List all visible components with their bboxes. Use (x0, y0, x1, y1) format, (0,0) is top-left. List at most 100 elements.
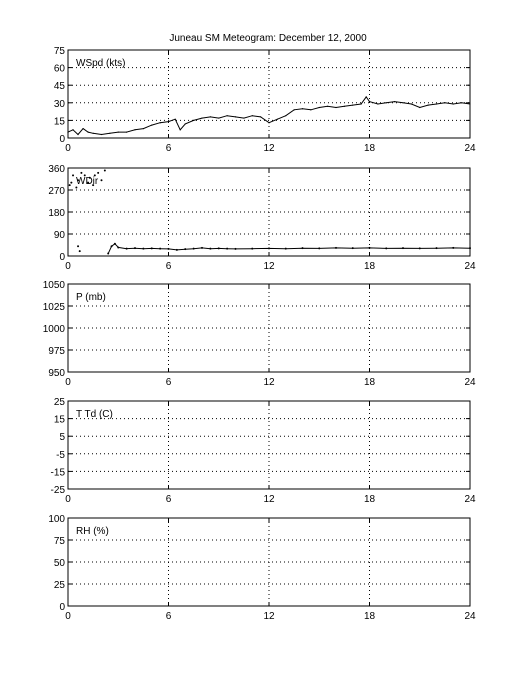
data-point (179, 129, 181, 131)
data-point (109, 132, 111, 134)
data-point (276, 118, 278, 120)
x-tick-label: 18 (364, 377, 376, 388)
data-point (234, 116, 237, 118)
y-tick-label: 30 (54, 99, 66, 110)
data-point (310, 109, 312, 111)
data-point (293, 109, 295, 111)
y-tick-label: 75 (54, 536, 66, 547)
x-tick-label: 24 (464, 143, 476, 154)
data-point (142, 128, 144, 130)
data-point (469, 103, 471, 105)
y-tick-label: 270 (48, 186, 65, 197)
data-point (77, 245, 80, 248)
x-tick-label: 18 (364, 611, 376, 622)
x-tick-label: 12 (263, 611, 275, 622)
data-point (87, 131, 89, 133)
figure-title: Juneau SM Meteogram: December 12, 2000 (169, 33, 367, 44)
data-point (218, 117, 220, 119)
y-tick-label: 25 (54, 397, 66, 408)
panel-label: T Td (C) (76, 409, 113, 420)
panel-label: RH (%) (76, 526, 109, 537)
data-point (377, 103, 379, 105)
data-point (68, 184, 71, 187)
data-point (201, 117, 203, 119)
y-tick-label: 75 (54, 46, 66, 57)
data-point (174, 118, 176, 120)
x-tick-label: 0 (65, 143, 71, 154)
x-tick-label: 24 (464, 494, 476, 505)
y-tick-label: 15 (54, 116, 66, 127)
x-tick-label: 18 (364, 143, 376, 154)
x-tick-label: 12 (263, 261, 275, 272)
data-point (126, 131, 128, 133)
x-tick-label: 18 (364, 494, 376, 505)
y-tick-label: 1025 (43, 302, 66, 313)
x-tick-label: 0 (65, 261, 71, 272)
data-point (82, 128, 84, 130)
panel-label: WDir (76, 176, 99, 187)
data-point (452, 103, 454, 105)
data-point (100, 133, 103, 136)
x-tick-label: 6 (166, 377, 172, 388)
data-point (97, 171, 100, 174)
data-point (93, 174, 96, 177)
data-point (285, 115, 287, 117)
y-tick-label: -5 (56, 450, 65, 461)
y-tick-label: 0 (59, 134, 65, 145)
y-tick-label: 950 (48, 368, 65, 379)
y-tick-label: 5 (59, 432, 65, 443)
x-tick-label: 12 (263, 377, 275, 388)
data-point (243, 117, 245, 119)
y-tick-label: 25 (54, 580, 66, 591)
data-point (88, 176, 91, 179)
data-point (72, 174, 75, 177)
x-tick-label: 6 (166, 494, 172, 505)
data-point (301, 108, 304, 110)
data-point (77, 133, 79, 136)
x-tick-label: 0 (65, 377, 71, 388)
data-point (226, 115, 228, 117)
data-point (80, 171, 83, 174)
data-point (117, 131, 119, 133)
data-point (318, 106, 320, 109)
data-point (335, 106, 337, 109)
data-point (327, 105, 329, 107)
data-point (368, 101, 371, 103)
y-tick-label: 360 (48, 164, 65, 175)
y-tick-label: -15 (51, 467, 66, 478)
data-point (193, 119, 195, 121)
data-point (427, 104, 429, 106)
y-tick-label: 0 (59, 252, 65, 263)
data-point (419, 106, 421, 109)
data-point (435, 103, 438, 105)
y-tick-label: 15 (54, 415, 66, 426)
y-tick-label: 1050 (43, 280, 66, 291)
data-point (134, 129, 136, 131)
y-tick-label: 60 (54, 64, 66, 75)
data-point (260, 116, 262, 118)
x-tick-label: 12 (263, 494, 275, 505)
data-point (151, 124, 153, 126)
y-tick-label: -25 (51, 485, 66, 496)
data-point (209, 116, 211, 118)
data-point (103, 169, 106, 172)
x-tick-label: 18 (364, 261, 376, 272)
data-point (343, 105, 345, 107)
x-tick-label: 24 (464, 377, 476, 388)
data-point (78, 250, 81, 253)
y-tick-label: 975 (48, 346, 65, 357)
data-point (75, 186, 78, 189)
data-point (83, 174, 86, 177)
x-tick-label: 6 (166, 261, 172, 272)
x-tick-label: 24 (464, 611, 476, 622)
data-point (360, 103, 362, 105)
data-point (385, 102, 387, 104)
data-point (67, 131, 69, 133)
series-line (107, 243, 471, 254)
data-point (72, 129, 74, 131)
data-point (461, 102, 463, 104)
data-point (365, 96, 367, 98)
data-point (167, 120, 170, 123)
y-tick-label: 50 (54, 558, 66, 569)
